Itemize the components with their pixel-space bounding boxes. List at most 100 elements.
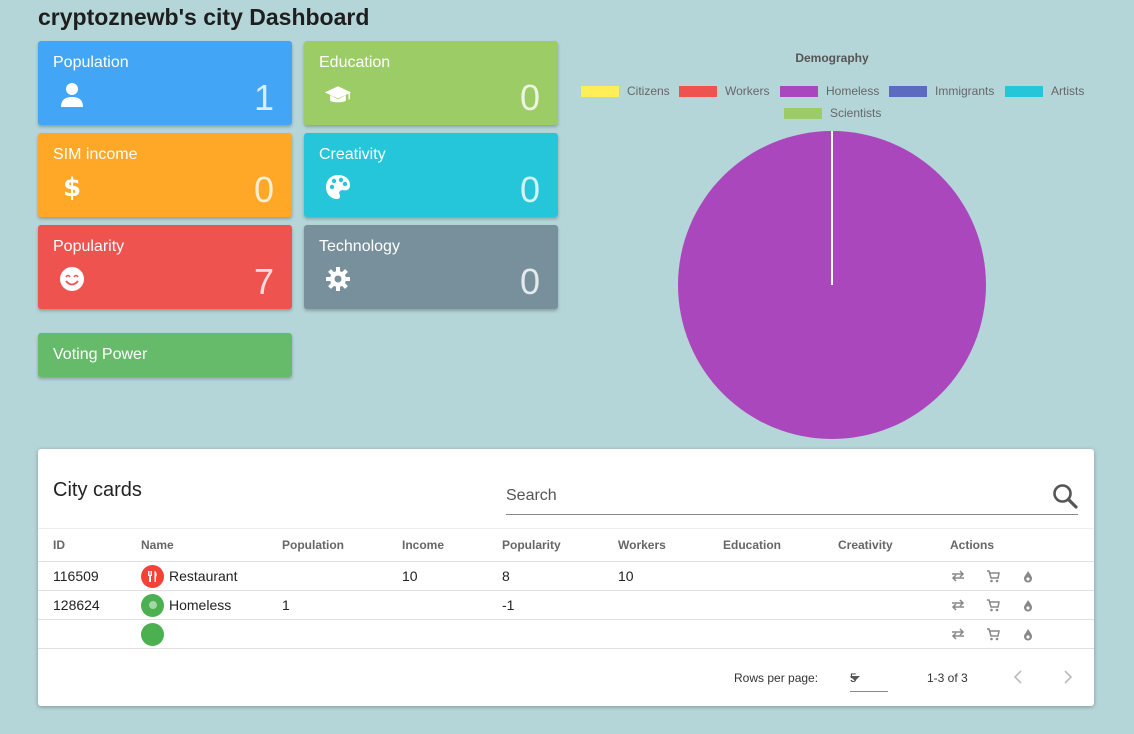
- row-actions: [950, 597, 1094, 613]
- column-header-name[interactable]: Name: [141, 528, 282, 562]
- burn-icon[interactable]: [1020, 597, 1036, 613]
- column-header-popularity[interactable]: Popularity: [502, 528, 618, 562]
- caret-down-icon: [850, 676, 860, 681]
- legend-label: Homeless: [826, 84, 880, 98]
- svg-text:$: $: [63, 173, 81, 201]
- popularity-tile: Popularity 7: [38, 225, 292, 309]
- cart-icon[interactable]: [985, 568, 1001, 584]
- burn-icon[interactable]: [1020, 568, 1036, 584]
- cell-population: [282, 561, 402, 591]
- cart-icon[interactable]: [985, 597, 1001, 613]
- smile-icon: [58, 265, 86, 293]
- cell-income: 10: [402, 561, 502, 591]
- creativity-value: 0: [519, 169, 540, 210]
- legend-label: Scientists: [830, 106, 882, 120]
- popularity-label: Popularity: [53, 238, 125, 255]
- legend-swatch: [679, 85, 717, 97]
- cell-id: [38, 619, 141, 649]
- popularity-value: 7: [253, 261, 274, 302]
- cart-icon[interactable]: [985, 626, 1001, 642]
- cell-popularity: [502, 619, 618, 649]
- swap-icon[interactable]: [950, 568, 966, 584]
- city-cards-panel: City cards ID Name Population Income Pop…: [38, 449, 1094, 706]
- legend-item-workers[interactable]: Workers: [679, 84, 769, 98]
- cell-population: 1: [282, 590, 402, 620]
- column-header-income[interactable]: Income: [402, 528, 502, 562]
- legend-item-immigrants[interactable]: Immigrants: [889, 84, 994, 98]
- technology-value: 0: [519, 261, 540, 302]
- person-icon: [58, 81, 86, 109]
- legend-swatch: [1005, 85, 1043, 97]
- cell-name: Homeless: [169, 597, 232, 613]
- creativity-tile: Creativity 0: [304, 133, 558, 217]
- voting-power-tile[interactable]: Voting Power: [38, 333, 292, 377]
- technology-tile: Technology 0: [304, 225, 558, 309]
- legend-swatch: [889, 85, 927, 97]
- column-header-education[interactable]: Education: [723, 528, 838, 562]
- chart-title: Demography: [795, 51, 869, 65]
- cell-creativity: [838, 619, 950, 649]
- legend-item-citizens[interactable]: Citizens: [581, 84, 670, 98]
- column-header-actions: Actions: [950, 528, 1094, 562]
- legend-label: Immigrants: [935, 84, 995, 98]
- legend-swatch: [784, 107, 822, 119]
- cell-income: [402, 619, 502, 649]
- search-icon[interactable]: [1052, 483, 1078, 509]
- cell-income: [402, 590, 502, 620]
- rows-per-page-select[interactable]: 5: [850, 663, 888, 692]
- population-tile: Population 1: [38, 41, 292, 125]
- pagination-range: 1-3 of 3: [927, 671, 968, 685]
- cell-education: [723, 619, 838, 649]
- row-actions: [950, 568, 1094, 584]
- sim-income-tile: SIM income $ 0: [38, 133, 292, 217]
- column-header-workers[interactable]: Workers: [618, 528, 723, 562]
- pie-chart: [678, 131, 986, 439]
- legend-swatch: [780, 85, 818, 97]
- chevron-left-icon: [1013, 670, 1022, 684]
- previous-page-button[interactable]: [1006, 665, 1030, 689]
- population-value: 1: [253, 77, 274, 118]
- cell-name: Restaurant: [169, 568, 238, 584]
- burn-icon[interactable]: [1020, 626, 1036, 642]
- dot-icon: [141, 593, 164, 617]
- legend-swatch: [581, 85, 619, 97]
- rows-per-page-label: Rows per page:: [734, 671, 819, 685]
- cell-popularity: 8: [502, 561, 618, 591]
- cell-workers: [618, 619, 723, 649]
- cell-education: [723, 590, 838, 620]
- demography-chart: Demography Citizens Workers Homeless Immigr…: [572, 40, 1092, 440]
- legend-item-artists[interactable]: Artists: [1005, 84, 1084, 98]
- education-tile: Education 0: [304, 41, 558, 125]
- search-box: [506, 479, 1078, 515]
- pagination: Rows per page: 5 1-3 of 3: [38, 659, 1094, 695]
- table-header-row: ID Name Population Income Popularity Wor…: [38, 528, 1094, 562]
- cell-workers: 10: [618, 561, 723, 591]
- city-cards-title: City cards: [53, 479, 142, 501]
- legend-label: Citizens: [627, 84, 670, 98]
- cell-id: 116509: [38, 561, 141, 591]
- column-header-id[interactable]: ID: [38, 528, 141, 562]
- column-header-population[interactable]: Population: [282, 528, 402, 562]
- legend-label: Workers: [725, 84, 770, 98]
- next-page-button[interactable]: [1056, 665, 1080, 689]
- legend-item-homeless[interactable]: Homeless: [780, 84, 879, 98]
- swap-icon[interactable]: [950, 626, 966, 642]
- dollar-icon: $: [58, 173, 86, 201]
- page-title: cryptoznewb's city Dashboard: [38, 4, 370, 30]
- swap-icon[interactable]: [950, 597, 966, 613]
- table-row: [38, 619, 1094, 649]
- sim-income-label: SIM income: [53, 146, 138, 163]
- city-cards-table: ID Name Population Income Popularity Wor…: [38, 528, 1094, 649]
- legend-item-scientists[interactable]: Scientists: [784, 106, 881, 120]
- voting-power-label: Voting Power: [53, 346, 148, 363]
- search-input[interactable]: [506, 485, 1026, 507]
- graduation-cap-icon: [324, 81, 352, 109]
- cutlery-icon: [141, 564, 164, 588]
- cell-population: [282, 619, 402, 649]
- legend-label: Artists: [1051, 84, 1085, 98]
- cell-education: [723, 561, 838, 591]
- table-row: 116509 Restaurant 10 8 10: [38, 561, 1094, 591]
- column-header-creativity[interactable]: Creativity: [838, 528, 950, 562]
- row-actions: [950, 626, 1094, 642]
- chevron-right-icon: [1064, 670, 1073, 684]
